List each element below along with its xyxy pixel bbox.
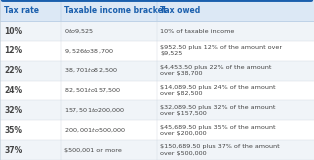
- Text: $200,001 to $500,000: $200,001 to $500,000: [64, 127, 126, 134]
- Text: $9,526 to $38,700: $9,526 to $38,700: [64, 47, 114, 55]
- Text: $500,001 or more: $500,001 or more: [64, 148, 122, 153]
- Text: $4,453.50 plus 22% of the amount
over $38,700: $4,453.50 plus 22% of the amount over $3…: [160, 65, 272, 76]
- Text: 35%: 35%: [4, 126, 22, 135]
- Text: $150,689.50 plus 37% of the amount
over $500,000: $150,689.50 plus 37% of the amount over …: [160, 144, 280, 156]
- Bar: [0, 41, 314, 61]
- Text: Tax rate: Tax rate: [4, 6, 39, 15]
- Text: $14,089.50 plus 24% of the amount
over $82,500: $14,089.50 plus 24% of the amount over $…: [160, 85, 276, 96]
- Bar: [0, 21, 314, 41]
- Text: 37%: 37%: [4, 146, 22, 155]
- Text: 12%: 12%: [4, 46, 22, 55]
- Bar: [0, 61, 314, 81]
- Text: $0 to $9,525: $0 to $9,525: [64, 27, 95, 35]
- Text: 10% of taxable income: 10% of taxable income: [160, 28, 235, 34]
- Text: 24%: 24%: [4, 86, 22, 95]
- Bar: [0, 0, 314, 21]
- Text: Taxable income bracket: Taxable income bracket: [64, 6, 167, 15]
- Text: 10%: 10%: [4, 27, 22, 36]
- Bar: [0, 120, 314, 140]
- Text: $82,501 to $157,500: $82,501 to $157,500: [64, 87, 122, 94]
- Text: $38,701 to $82,500: $38,701 to $82,500: [64, 67, 118, 74]
- Text: $157,501 to $200,000: $157,501 to $200,000: [64, 107, 126, 114]
- Text: 32%: 32%: [4, 106, 22, 115]
- Text: 22%: 22%: [4, 66, 22, 75]
- Text: Tax owed: Tax owed: [160, 6, 200, 15]
- Text: $32,089.50 plus 32% of the amount
over $157,500: $32,089.50 plus 32% of the amount over $…: [160, 105, 275, 116]
- Text: $952.50 plus 12% of the amount over
$9,525: $952.50 plus 12% of the amount over $9,5…: [160, 45, 282, 56]
- Bar: [0, 81, 314, 100]
- Bar: [0, 140, 314, 160]
- Text: $45,689.50 plus 35% of the amount
over $200,000: $45,689.50 plus 35% of the amount over $…: [160, 125, 276, 136]
- Bar: [0, 100, 314, 120]
